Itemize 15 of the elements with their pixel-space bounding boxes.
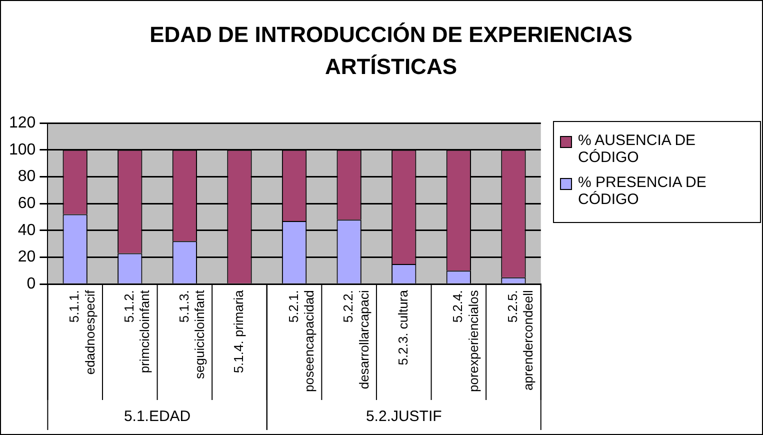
y-tick-label: 80 xyxy=(18,168,36,186)
x-tick-label: 5.2.3. cultura xyxy=(395,289,410,366)
x-tick-label: 5.1.1. edadnoespecif xyxy=(66,290,98,375)
y-tick-label: 0 xyxy=(26,275,36,292)
y-tick-label: 120 xyxy=(8,114,36,132)
y-tick-label: 40 xyxy=(18,222,36,239)
y-tick-label: 60 xyxy=(18,194,36,212)
y-tick-label: 100 xyxy=(8,141,36,158)
chart-title: EDAD DE INTRODUCCIÓN DE EXPERIENCIAS ARTÍSTICAS xyxy=(148,21,634,81)
legend-label: % AUSENCIA DE CÓDIGO xyxy=(578,132,697,166)
x-tick-label: 5.1.4. primaria xyxy=(231,289,246,374)
y-tick-label: 20 xyxy=(18,248,36,266)
legend-label: % PRESENCIA DE CÓDIGO xyxy=(578,174,708,208)
text: 5.1.EDAD xyxy=(124,408,191,426)
text: 5.2.JUSTIF xyxy=(366,408,442,426)
